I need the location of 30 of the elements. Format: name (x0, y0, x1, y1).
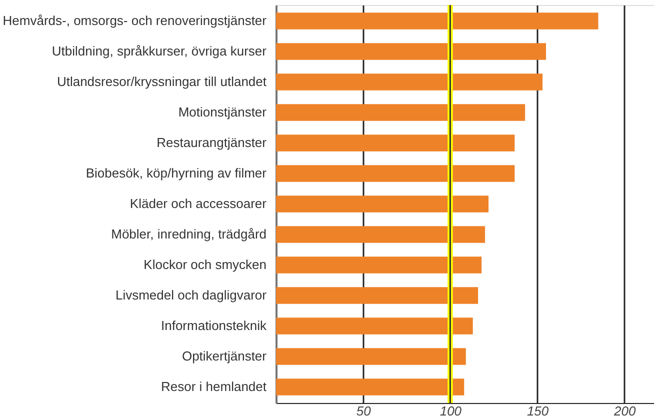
y-tick-label: Utbildning, språkkurser, övriga kurser (52, 44, 268, 59)
y-tick-label: Biobesök, köp/hyrning av filmer (86, 166, 268, 180)
y-tick-label: Restaurangtjänster (156, 135, 268, 150)
y-tick-label: Möbler, inredning, trädgård (111, 226, 266, 242)
x-tick-label: 200 (613, 404, 636, 418)
y-tick-label: Klockor och smycken (144, 256, 266, 272)
x-tick-label: 50 (356, 404, 372, 418)
bar (276, 196, 489, 212)
y-tick-label: Informationsteknik (161, 318, 267, 333)
y-tick-label: Optikertjänster (182, 348, 268, 364)
bar (276, 165, 515, 182)
bar (276, 226, 486, 243)
bar (276, 74, 543, 90)
x-tick-label: 150 (526, 404, 550, 418)
bar (276, 287, 478, 304)
y-tick-label: Motionstjänster (178, 104, 268, 120)
bar (276, 318, 473, 334)
x-tick-label: 100 (440, 404, 462, 418)
bar (276, 43, 546, 60)
y-tick-label: Utlandsresor/kryssningar till utlandet (56, 74, 267, 90)
bar (276, 348, 466, 365)
bar (276, 256, 482, 274)
bar (276, 134, 515, 152)
y-tick-label: Resor i hemlandet (161, 378, 267, 394)
bar (276, 378, 464, 396)
y-tick-label: Livsmedel och dagligvaror (115, 287, 268, 302)
y-tick-label: Hemvårds-, omsorgs- och renoveringstjänster (2, 13, 268, 28)
y-tick-label: Kläder och accessoarer (130, 196, 268, 211)
bar (276, 104, 526, 121)
bar (276, 12, 598, 30)
